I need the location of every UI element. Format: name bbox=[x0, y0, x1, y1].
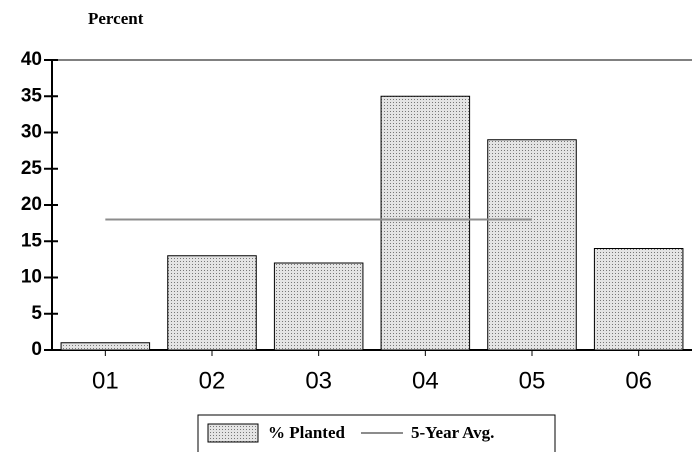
x-tick-label: 06 bbox=[625, 367, 652, 394]
y-tick-label: 40 bbox=[21, 49, 42, 70]
bar bbox=[487, 139, 577, 351]
x-tick-label: 01 bbox=[92, 367, 119, 394]
y-tick-label: 5 bbox=[31, 303, 42, 324]
legend-label: 5-Year Avg. bbox=[411, 423, 494, 442]
y-tick-label: 30 bbox=[21, 122, 42, 143]
bar bbox=[273, 262, 364, 351]
y-tick-label: 0 bbox=[31, 339, 42, 360]
y-axis-title: Percent bbox=[88, 9, 144, 28]
legend: % Planted 5-Year Avg. bbox=[197, 414, 556, 452]
y-tick-label: 15 bbox=[21, 230, 43, 251]
x-tick-label: 03 bbox=[305, 367, 332, 394]
bar bbox=[60, 342, 151, 351]
y-tick-label: 35 bbox=[21, 85, 43, 106]
x-tick-label: 05 bbox=[519, 367, 546, 394]
y-tick-label: 25 bbox=[21, 158, 43, 179]
bar bbox=[593, 248, 684, 351]
bar bbox=[167, 255, 257, 351]
legend-label: % Planted bbox=[268, 423, 346, 442]
x-tick-label: 04 bbox=[412, 367, 439, 394]
y-tick-label: 20 bbox=[21, 194, 42, 215]
bar bbox=[380, 95, 471, 351]
x-tick-label: 02 bbox=[199, 367, 226, 394]
legend-swatch bbox=[207, 423, 259, 443]
y-tick-label: 10 bbox=[21, 267, 42, 288]
